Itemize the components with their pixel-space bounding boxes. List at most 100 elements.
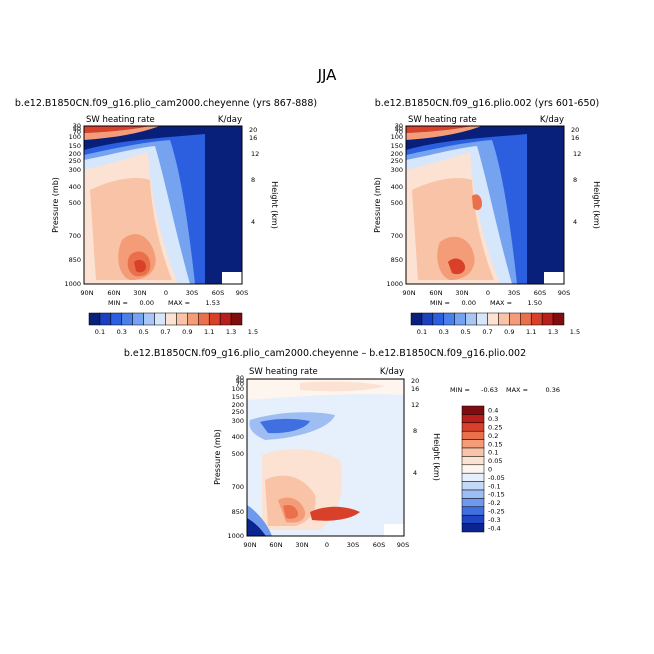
panel-a-xtick-60s: 60S (212, 289, 224, 297)
panel-b-colorbar-label-2: 0.5 (460, 328, 470, 336)
panel-a-y-ticks: 1000 850 700 500 400 300 250 200 150 100… (64, 122, 81, 288)
panel-c-xtick-30n: 30N (295, 541, 308, 549)
panel-c-height-tick-20: 20 (411, 377, 419, 385)
panel-c-missing-data-box (384, 524, 404, 536)
panel-b-max-value: 1.50 (528, 299, 542, 307)
panel-c-colorbar-swatch-11 (461, 498, 485, 508)
panel-b-height-tick-8: 8 (573, 176, 577, 184)
panel-a-colorbar-label-7: 1.5 (248, 328, 258, 336)
panel-c-colorbar-swatch-9 (461, 481, 485, 491)
panel-a-ytick-200: 200 (69, 150, 81, 158)
panel-b-xtick-0: 0 (486, 289, 490, 297)
panel-a-colorbar-swatch-7 (165, 312, 177, 326)
panel-c-y-ticks: 1000 850 700 500 400 300 250 200 150 100… (227, 374, 244, 540)
panel-c-colorbar-label-11: -0.2 (488, 499, 501, 507)
panel-a: b.e12.B1850CN.f09_g16.plio_cam2000.cheye… (15, 98, 317, 336)
panel-b-ytick-500: 500 (391, 199, 403, 207)
panel-c-ytick-850: 850 (232, 508, 244, 516)
panel-c-xtick-60n: 60N (269, 541, 282, 549)
panel-b-variable-label: SW heating rate (408, 115, 477, 125)
panel-a-colorbar-swatch-3 (121, 312, 133, 326)
panel-a-colorbar-label-1: 0.3 (117, 328, 127, 336)
panel-c-ytick-500: 500 (232, 450, 244, 458)
panel-c-colorbar: 0.40.30.250.20.150.10.050-0.05-0.1-0.15-… (461, 405, 505, 533)
panel-c-colorbar-swatch-4 (461, 439, 485, 449)
panel-a-colorbar-swatch-13 (230, 312, 243, 326)
panel-b-ytick-250: 250 (391, 157, 403, 165)
panel-c-height-tick-12: 12 (411, 401, 419, 409)
panel-a-units-label: K/day (218, 115, 242, 125)
panel-a-colorbar: 0.1 0.3 0.5 0.7 0.9 1.1 1.3 1.5 (88, 312, 258, 336)
panel-a-ytick-100: 100 (69, 133, 81, 141)
panel-c-colorbar-swatch-12 (461, 506, 485, 516)
panel-b-ytick-30: 30 (395, 122, 403, 130)
panel-a-colorbar-label-6: 1.3 (226, 328, 236, 336)
panel-b-colorbar-label-5: 1.1 (526, 328, 536, 336)
panel-c-contour-band-deep-blue-corner (247, 518, 266, 536)
panel-c-ytick-200: 200 (232, 401, 244, 409)
panel-a-xtick-90n: 90N (80, 289, 93, 297)
panel-b-colorbar-label-6: 1.3 (548, 328, 558, 336)
panel-b-y-ticks: 1000 850 700 500 400 300 250 200 150 100… (386, 122, 403, 288)
panel-c-colorbar-swatch-3 (461, 430, 485, 440)
panel-c-colorbar-swatch-6 (461, 456, 485, 466)
panel-a-xtick-0: 0 (164, 289, 168, 297)
panel-b-y-right-ticks: 4 8 12 16 20 (571, 126, 581, 226)
panel-b-min-label: MIN = (430, 299, 450, 307)
panel-a-colorbar-swatch-12 (219, 312, 232, 326)
panel-a-colorbar-swatch-1 (99, 312, 112, 326)
panel-c-xtick-90s: 90S (397, 541, 409, 549)
panel-b-ytick-300: 300 (391, 166, 403, 174)
panel-b-ytick-700: 700 (391, 232, 403, 240)
panel-c-colorbar-label-5: 0.1 (488, 449, 498, 457)
panel-a-ytick-30: 30 (73, 122, 81, 130)
panel-c-xtick-90n: 90N (243, 541, 256, 549)
panel-c-xtick-30s: 30S (347, 541, 359, 549)
panel-c-colorbar-label-9: -0.1 (488, 482, 501, 490)
panel-b-xtick-30n: 30N (455, 289, 468, 297)
panel-c-variable-label: SW heating rate (249, 367, 318, 377)
panel-b-colorbar-label-4: 0.9 (504, 328, 514, 336)
panel-a-variable-label: SW heating rate (86, 115, 155, 125)
panel-c-ytick-70: 70 (236, 380, 244, 388)
panel-b-title: b.e12.B1850CN.f09_g16.plio.002 (yrs 601-… (375, 98, 600, 109)
panel-c-height-tick-8: 8 (413, 427, 417, 435)
panel-c-y-right-ticks: 4 8 12 16 20 (411, 377, 419, 477)
panel-a-xtick-30n: 30N (133, 289, 146, 297)
panel-b-contour-band-orange (472, 194, 482, 211)
panel-c-colorbar-swatch-14 (461, 523, 485, 533)
panel-b-ytick-200: 200 (391, 150, 403, 158)
panel-a-colorbar-swatch-11 (208, 312, 221, 326)
panel-b-xtick-90s: 90S (558, 289, 570, 297)
panel-a-colorbar-swatch-2 (110, 312, 123, 326)
panel-a-ytick-250: 250 (69, 157, 81, 165)
panel-b-colorbar-label-7: 1.5 (570, 328, 580, 336)
panel-c-contour-band-warm-red (310, 506, 360, 521)
panel-c-colorbar-swatch-0 (461, 405, 485, 415)
panel-c-colorbar-swatch-10 (461, 489, 485, 499)
panel-a-ylabel: Pressure (mb) (51, 177, 60, 233)
panel-c-contour-band-mid-blue-corner (247, 505, 272, 536)
panel-b-colorbar-swatch-0 (410, 312, 423, 326)
panel-a-height-tick-12: 12 (251, 150, 259, 158)
panel-b-xtick-30s: 30S (508, 289, 520, 297)
panel-b-contour-band-top-orange (406, 126, 482, 140)
panel-c-ytick-400: 400 (232, 433, 244, 441)
panel-a-height-tick-16: 16 (249, 134, 257, 142)
panel-c-height-tick-4: 4 (413, 469, 417, 477)
panel-c-colorbar-label-2: 0.25 (488, 424, 502, 432)
panel-c-height-tick-16: 16 (411, 385, 419, 393)
panel-c-colorbar-label-8: -0.05 (488, 474, 505, 482)
panel-c-max-value: 0.36 (546, 386, 560, 394)
panel-a-title: b.e12.B1850CN.f09_g16.plio_cam2000.cheye… (15, 98, 317, 109)
panel-a-colorbar-swatch-10 (198, 312, 210, 326)
panel-b-colorbar-label-3: 0.7 (482, 328, 492, 336)
panel-c-title: b.e12.B1850CN.f09_g16.plio_cam2000.cheye… (124, 348, 526, 359)
panel-c-ytick-150: 150 (232, 393, 244, 401)
panel-b-colorbar-swatch-2 (432, 312, 445, 326)
panel-b-xtick-90n: 90N (402, 289, 415, 297)
panel-a-ytick-1000: 1000 (64, 280, 81, 288)
panel-b-colorbar-swatch-8 (498, 312, 510, 326)
panel-c-colorbar-swatch-7 (461, 464, 485, 474)
panel-a-colorbar-swatch-6 (154, 312, 166, 326)
